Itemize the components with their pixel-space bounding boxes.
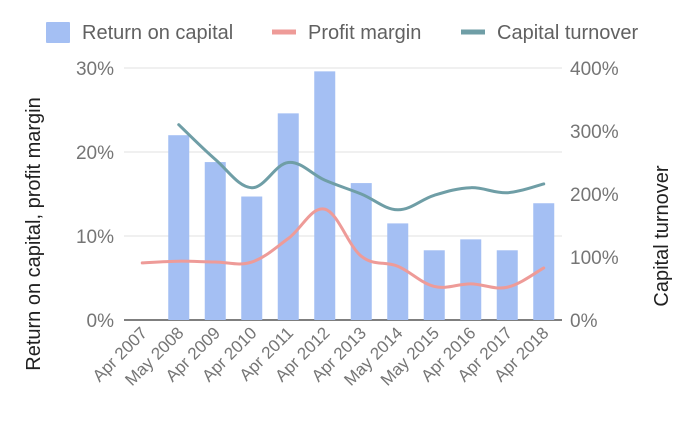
legend-label: Return on capital [82,22,233,44]
y-left-tick-label: 30% [76,59,114,80]
y-left-tick-label: 10% [76,227,114,248]
y-right-tick-label: 400% [570,59,619,80]
y-left-tick-label: 0% [87,311,115,332]
bar-return-on-capital [533,203,555,320]
line-profit-margin [140,207,546,290]
legend-label: Capital turnover [497,22,639,44]
y-right-axis-title: Capital turnover [651,165,673,307]
bar-return-on-capital [241,196,263,320]
y-left-axis-title: Return on capital, profit margin [23,97,45,370]
bar-return-on-capital [204,162,226,320]
y-right-tick-label: 100% [570,248,619,269]
y-right-tick-label: 200% [570,185,619,206]
y-left-tick-label: 20% [76,143,114,164]
bar-return-on-capital [277,113,299,320]
bar-return-on-capital [460,239,482,320]
bar-return-on-capital [314,71,336,320]
legend-label: Profit margin [308,22,421,44]
y-right-tick-label: 0% [570,311,598,332]
y-right-tick-label: 300% [570,122,619,143]
bar-return-on-capital [387,223,409,320]
legend-swatch-bar [46,22,70,43]
bar-return-on-capital [496,250,518,320]
bar-return-on-capital [350,183,372,320]
bar-return-on-capital [168,135,190,320]
line-capital-turnover [177,123,546,212]
